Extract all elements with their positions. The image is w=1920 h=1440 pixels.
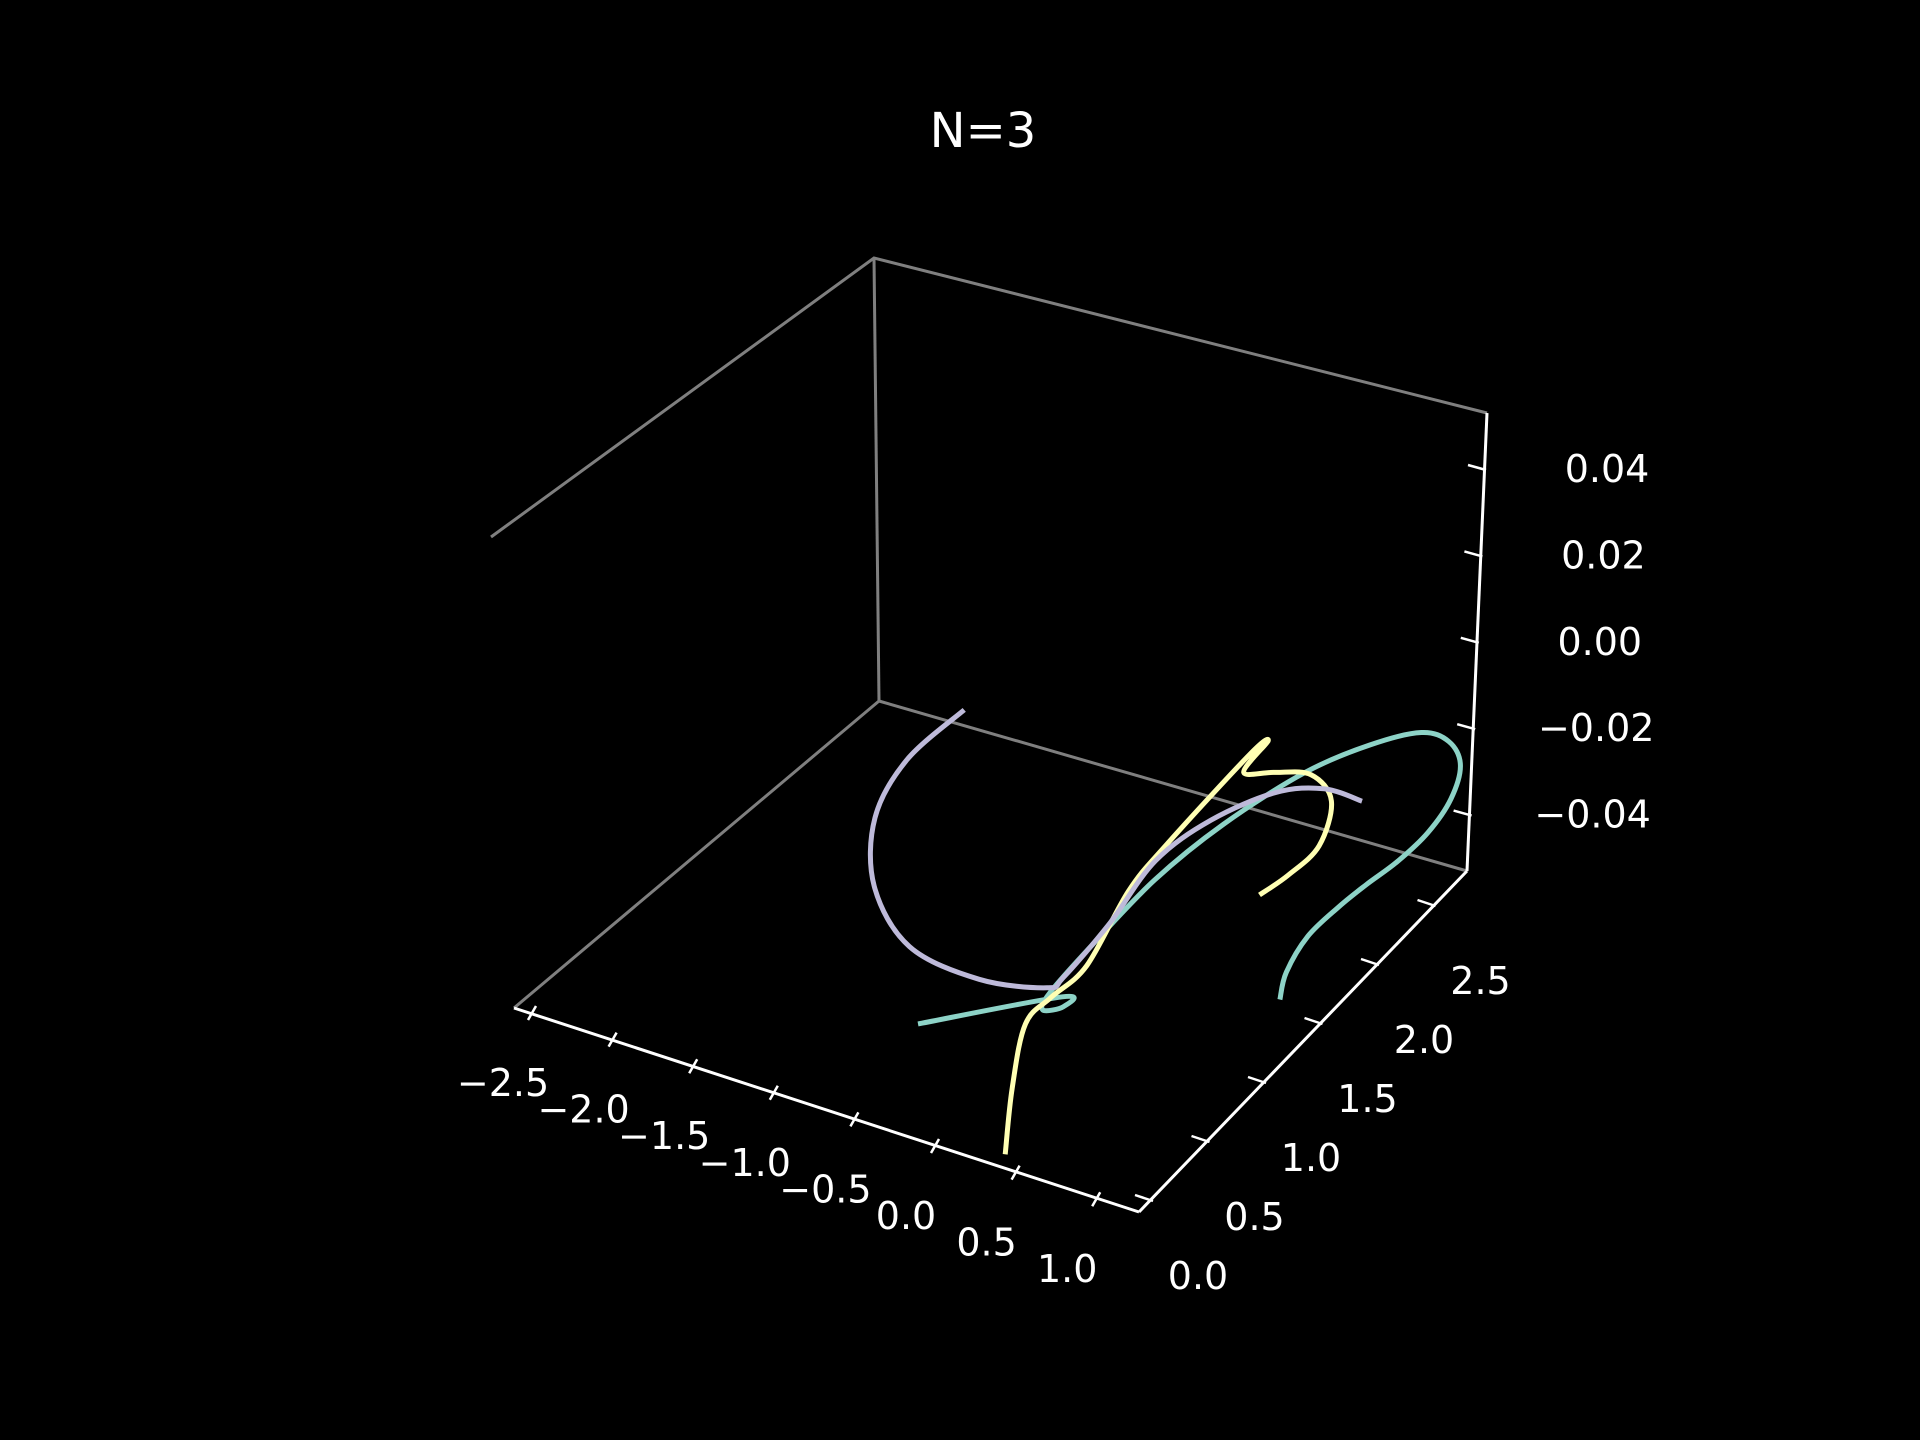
- x-tick-label: −0.5: [779, 1167, 871, 1211]
- x-tick-label: −2.0: [537, 1088, 629, 1132]
- y-tick-mark: [1360, 957, 1380, 967]
- x-tick-mark: [1010, 1164, 1021, 1181]
- z-tick-mark: [1460, 636, 1480, 645]
- series-line-2: [1002, 736, 1335, 1155]
- y-tick-label: 1.0: [1281, 1136, 1341, 1180]
- back-left-edge: [490, 256, 1488, 539]
- x-tick-mark: [768, 1085, 779, 1101]
- x-axis: −2.5−2.0−1.5−1.0−0.50.0 0.5 1.0: [457, 1005, 1140, 1291]
- y-tick-mark: [1134, 1193, 1154, 1203]
- x-tick-mark: [929, 1138, 941, 1154]
- back-pane-edges: [490, 256, 1488, 1010]
- y-tick-label: 2.5: [1450, 959, 1510, 1003]
- y-tick-mark: [1247, 1075, 1267, 1085]
- z-tick-mark: [1453, 809, 1472, 817]
- x-tick-label: −1.0: [699, 1141, 791, 1185]
- series-line-1: [917, 729, 1463, 1027]
- y-tick-mark: [1417, 898, 1436, 908]
- floor-back-edge: [878, 699, 1468, 873]
- z-tick-mark: [1456, 722, 1476, 731]
- x-tick-mark: [526, 1005, 538, 1021]
- y-tick-label: 0.0: [1168, 1254, 1228, 1298]
- y-tick-label: 1.5: [1337, 1077, 1397, 1121]
- x-tick-label: −1.5: [618, 1114, 710, 1158]
- x-tick-mark: [607, 1031, 618, 1048]
- x-tick-mark: [688, 1058, 699, 1074]
- y-tick-mark: [1191, 1134, 1210, 1144]
- series-layer: [867, 707, 1463, 1155]
- z-tick-label: −0.04: [1534, 793, 1650, 837]
- x-tick-label: 0.0: [876, 1194, 936, 1238]
- z-tick-label: 0.02: [1561, 533, 1646, 577]
- x-tick-label: 0.5: [956, 1221, 1016, 1265]
- z-tick-mark: [1464, 550, 1483, 558]
- y-axis-line: [1137, 869, 1469, 1214]
- x-tick-mark: [1091, 1191, 1102, 1207]
- x-tick-label: 1.0: [1037, 1247, 1097, 1291]
- x-tick-label: −2.5: [457, 1061, 549, 1105]
- y-axis: 0.0 0.5 1.0 1.5 2.0 2.5: [1134, 869, 1511, 1298]
- z-tick-label: 0.04: [1565, 447, 1650, 491]
- z-tick-label: 0.00: [1557, 620, 1642, 664]
- z-tick-label: −0.02: [1538, 706, 1654, 750]
- back-vertical-edge: [872, 257, 881, 702]
- y-tick-label: 2.0: [1394, 1018, 1454, 1062]
- y-tick-mark: [1304, 1016, 1323, 1026]
- series-line-3: [867, 707, 1363, 991]
- z-axis: 0.04 0.02 0.00 −0.02 −0.04: [1453, 412, 1654, 872]
- y-tick-label: 0.5: [1224, 1195, 1284, 1239]
- z-tick-mark: [1467, 463, 1487, 472]
- floor-left-edge: [513, 699, 880, 1010]
- chart-title: N=3: [930, 103, 1037, 159]
- x-axis-line: [513, 1006, 1140, 1214]
- x-tick-mark: [849, 1111, 860, 1128]
